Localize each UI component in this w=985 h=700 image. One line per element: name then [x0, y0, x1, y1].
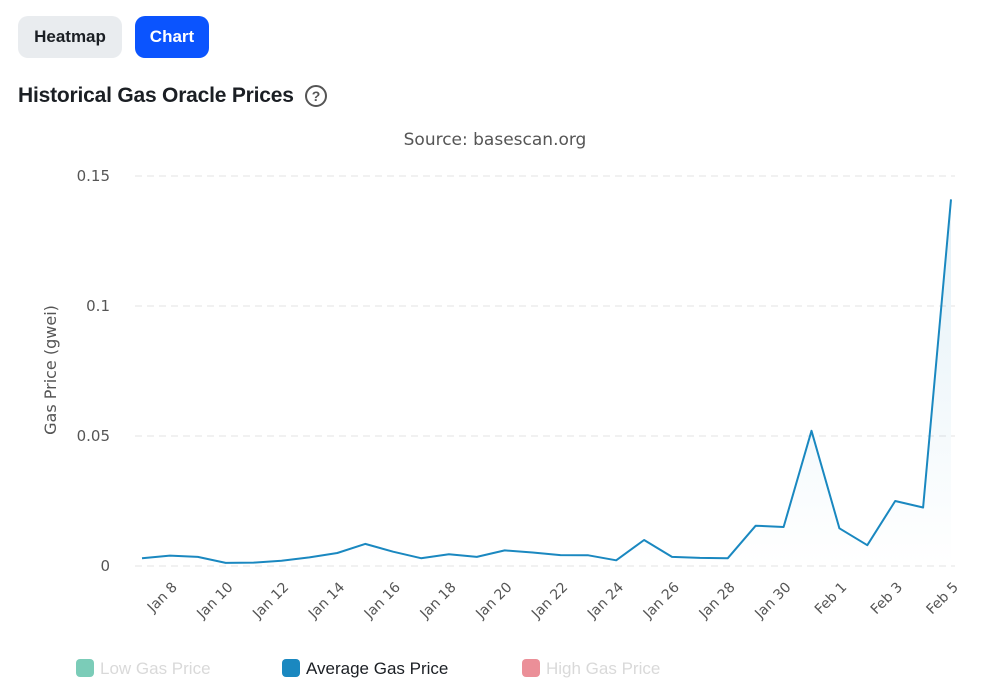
legend-swatch — [522, 659, 540, 677]
legend-swatch — [76, 659, 94, 677]
y-tick-label: 0 — [100, 557, 110, 575]
x-tick-label: Jan 26 — [640, 579, 683, 622]
x-tick-label: Jan 22 — [528, 580, 571, 623]
x-tick-label: Jan 16 — [361, 579, 404, 622]
x-tick-label: Jan 24 — [584, 579, 627, 622]
x-tick-label: Jan 14 — [305, 579, 348, 622]
x-tick-label: Jan 10 — [193, 580, 236, 623]
legend-item[interactable]: Average Gas Price — [282, 659, 448, 678]
x-tick-label: Feb 5 — [924, 580, 962, 618]
legend-label: Average Gas Price — [306, 659, 448, 678]
line-area — [142, 199, 951, 566]
y-tick-label: 0.05 — [77, 427, 110, 445]
help-icon[interactable]: ? — [305, 85, 327, 107]
x-tick-label: Jan 8 — [144, 580, 181, 617]
legend-item[interactable]: Low Gas Price — [76, 659, 211, 678]
chart-button[interactable]: Chart — [135, 16, 209, 58]
heatmap-button[interactable]: Heatmap — [18, 16, 122, 58]
x-tick-label: Jan 30 — [751, 580, 794, 623]
line-series — [141, 199, 952, 564]
y-tick-label: 0.15 — [77, 167, 110, 185]
legend-label: Low Gas Price — [100, 659, 211, 678]
page-title: Historical Gas Oracle Prices — [18, 84, 294, 107]
x-tick-label: Jan 28 — [696, 580, 739, 623]
y-axis-label: Gas Price (gwei) — [41, 305, 60, 435]
x-tick-label: Feb 3 — [868, 580, 906, 618]
legend-swatch — [282, 659, 300, 677]
chart-subtitle: Source: basescan.org — [404, 130, 587, 150]
x-tick-label: Jan 12 — [249, 580, 292, 623]
legend-label: High Gas Price — [546, 659, 660, 678]
x-tick-label: Jan 20 — [472, 580, 515, 623]
x-tick-label: Feb 1 — [812, 580, 850, 618]
x-tick-label: Jan 18 — [417, 580, 460, 623]
legend-item[interactable]: High Gas Price — [522, 659, 660, 678]
y-tick-label: 0.1 — [86, 297, 110, 315]
